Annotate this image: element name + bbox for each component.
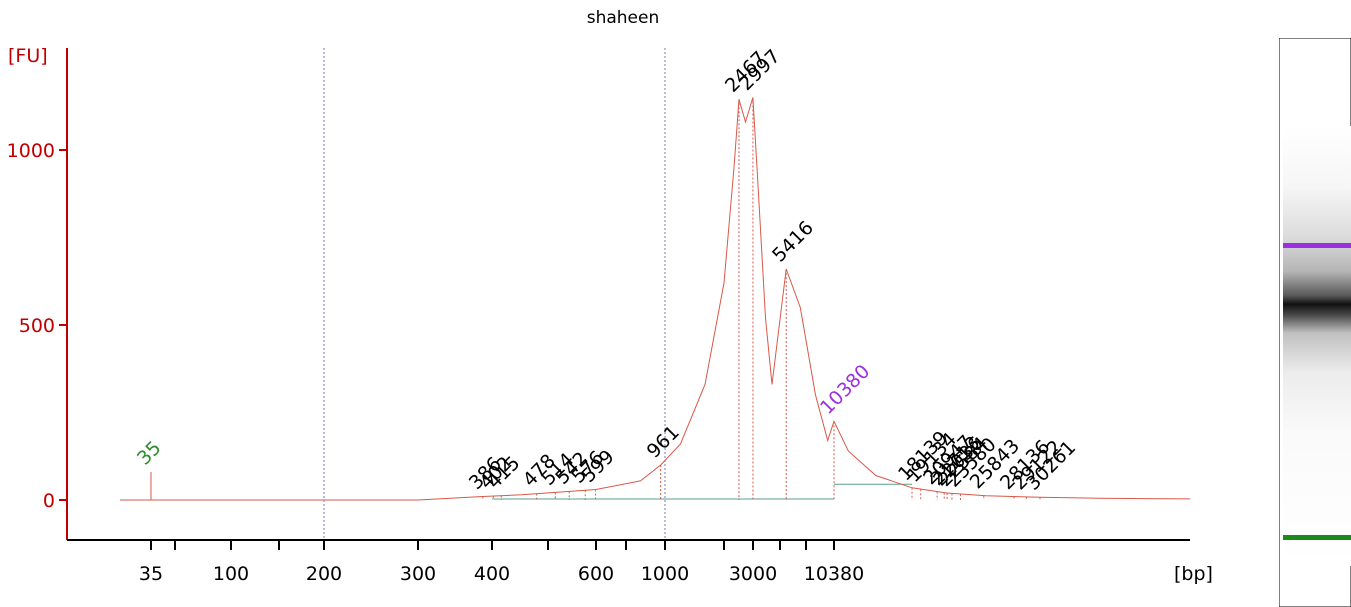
chart-title: shaheen xyxy=(587,8,660,28)
x-tick-label-35: 35 xyxy=(139,563,163,585)
y-tick-label-500: 500 xyxy=(19,315,55,337)
upper-marker-band xyxy=(1283,243,1351,248)
axes: 0 500 1000 35 100 200 300 400 600 1000 3000 10380 xyxy=(7,48,1190,585)
lower-marker-band xyxy=(1283,535,1351,540)
peak-labels: 35 38640241547851454257659996124672997541… xyxy=(133,45,1080,494)
peak-markers xyxy=(150,97,1041,500)
x-tick-label-100: 100 xyxy=(213,563,249,585)
x-tick-label-10380: 10380 xyxy=(804,563,864,585)
peak-label-961: 961 xyxy=(643,421,684,462)
peak-label-5416: 5416 xyxy=(768,217,818,267)
x-tick-label-1000: 1000 xyxy=(641,563,689,585)
x-axis-label: [bp] xyxy=(1174,563,1213,585)
gel-smear xyxy=(1283,126,1351,566)
grid-lines xyxy=(323,48,666,540)
electropherogram-chart: shaheen [FU] [bp] 0 500 1000 35 100 200 300 400… xyxy=(7,8,1213,585)
y-tick-label-0: 0 xyxy=(43,490,55,512)
x-tick-label-200: 200 xyxy=(306,563,342,585)
peak-label-10380: 10380 xyxy=(816,360,874,418)
x-tick-label-3000: 3000 xyxy=(729,563,777,585)
x-tick-label-400: 400 xyxy=(474,563,510,585)
y-tick-label-1000: 1000 xyxy=(7,140,55,162)
peak-label-35: 35 xyxy=(133,437,166,470)
x-tick-label-600: 600 xyxy=(578,563,614,585)
y-axis-label: [FU] xyxy=(8,45,48,67)
x-tick-label-300: 300 xyxy=(400,563,436,585)
fluorescence-trace xyxy=(120,97,1191,501)
virtual-gel-lane xyxy=(1279,38,1351,607)
